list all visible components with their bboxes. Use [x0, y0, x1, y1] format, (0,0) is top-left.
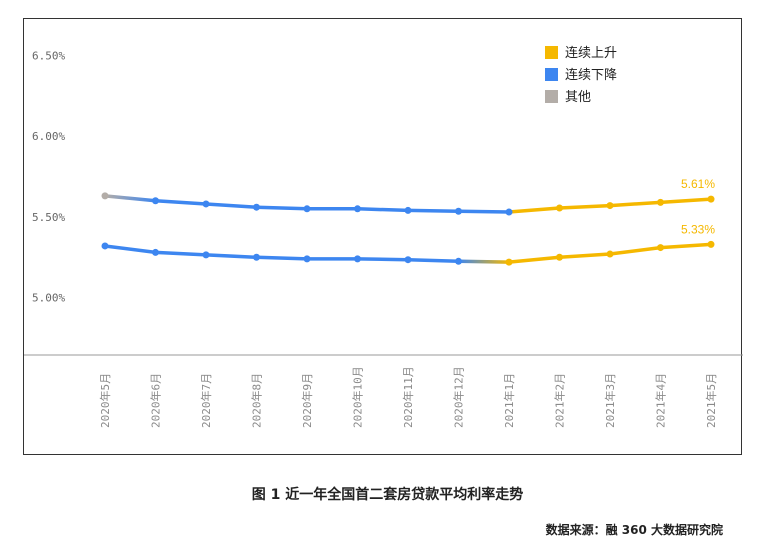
series1-segment [153, 198, 208, 206]
series2-segment [254, 255, 309, 261]
series2-end-label: 5.33% [681, 222, 715, 236]
series1-point [101, 192, 109, 200]
y-tick-label: 5.50% [32, 211, 65, 224]
legend-label: 其他 [565, 90, 591, 105]
series1-point [354, 205, 361, 213]
series2-point [606, 250, 614, 258]
series2-segment [557, 252, 612, 260]
x-tick-label: 2020年7月 [199, 373, 213, 428]
series1-point [303, 205, 311, 213]
y-tick-label: 6.00% [32, 130, 65, 143]
series1-point [556, 204, 563, 212]
series2-segment [355, 257, 410, 262]
series2-point [657, 244, 664, 252]
series1-segment [658, 197, 713, 205]
series1-segment [254, 205, 309, 211]
series2-segment [153, 250, 208, 257]
x-tick-label: 2021年4月 [654, 373, 668, 428]
x-tick-label: 2021年2月 [553, 373, 567, 428]
series1-point [455, 207, 462, 215]
legend-swatch [545, 46, 558, 59]
x-tick-label: 2020年9月 [300, 373, 314, 428]
x-tick-label: 2021年5月 [704, 373, 718, 428]
series1-segment [103, 194, 158, 203]
y-tick-label: 5.00% [32, 292, 65, 305]
series2-point [455, 257, 462, 265]
series2-segment [103, 244, 158, 255]
legend-label: 连续下降 [565, 67, 617, 83]
series1-segment [557, 203, 612, 210]
series2-segment [507, 255, 562, 264]
series2-point [152, 248, 159, 256]
series1-point [505, 208, 513, 216]
series2-point [253, 253, 260, 261]
series2-point [556, 253, 563, 261]
series1-segment [204, 202, 259, 209]
series2-point [404, 256, 412, 264]
series2-segment [658, 242, 713, 250]
x-tick-label: 2020年6月 [149, 373, 163, 428]
series1-point [404, 206, 412, 214]
series1-point [657, 198, 664, 206]
series2-segment [608, 245, 663, 256]
x-tick-label: 2020年10月 [351, 366, 365, 428]
series1-point [606, 202, 614, 210]
rate-line-chart: 6.50% 6.00% 5.50% 5.00% 2020年5月 2020年6月 2020年7… [24, 45, 743, 428]
series1-segment [507, 206, 562, 214]
y-tick-label: 6.50% [32, 49, 65, 62]
series1-point [152, 197, 159, 205]
x-tick-label: 2020年11月 [401, 366, 415, 428]
series2-point [101, 242, 109, 250]
series2-point [303, 255, 311, 263]
data-source-note: 数据来源：融 360 大数据研究院 [545, 523, 723, 537]
x-tick-label: 2020年5月 [98, 373, 112, 428]
x-tick-label: 2021年3月 [603, 373, 617, 428]
legend-swatch [545, 68, 558, 81]
series2-segment [204, 253, 259, 260]
figure-caption: 图 1 近一年全国首二套房贷款平均利率走势 [251, 487, 524, 503]
series1-segment [355, 207, 410, 213]
series1-point [202, 200, 210, 208]
series1-segment [406, 208, 461, 213]
x-tick-label: 2020年12月 [452, 366, 466, 428]
x-tick-label: 2020年8月 [250, 373, 264, 428]
series1-point [253, 203, 260, 211]
series2-point [354, 255, 361, 263]
series2-point [202, 251, 210, 259]
chart-frame: 6.50% 6.00% 5.50% 5.00% 2020年5月 2020年6月 2020年7… [23, 18, 743, 455]
series1-end-label: 5.61% [681, 177, 715, 191]
series2-segment [456, 259, 511, 264]
legend-label: 连续上升 [565, 45, 617, 61]
series2-point [707, 240, 715, 248]
legend-swatch [545, 90, 558, 103]
series1-segment [608, 200, 663, 208]
x-tick-label: 2021年1月 [502, 373, 516, 428]
series2-segment [406, 257, 461, 264]
series2-point [505, 258, 513, 266]
series1-segment [456, 209, 511, 214]
series1-point [707, 195, 715, 203]
